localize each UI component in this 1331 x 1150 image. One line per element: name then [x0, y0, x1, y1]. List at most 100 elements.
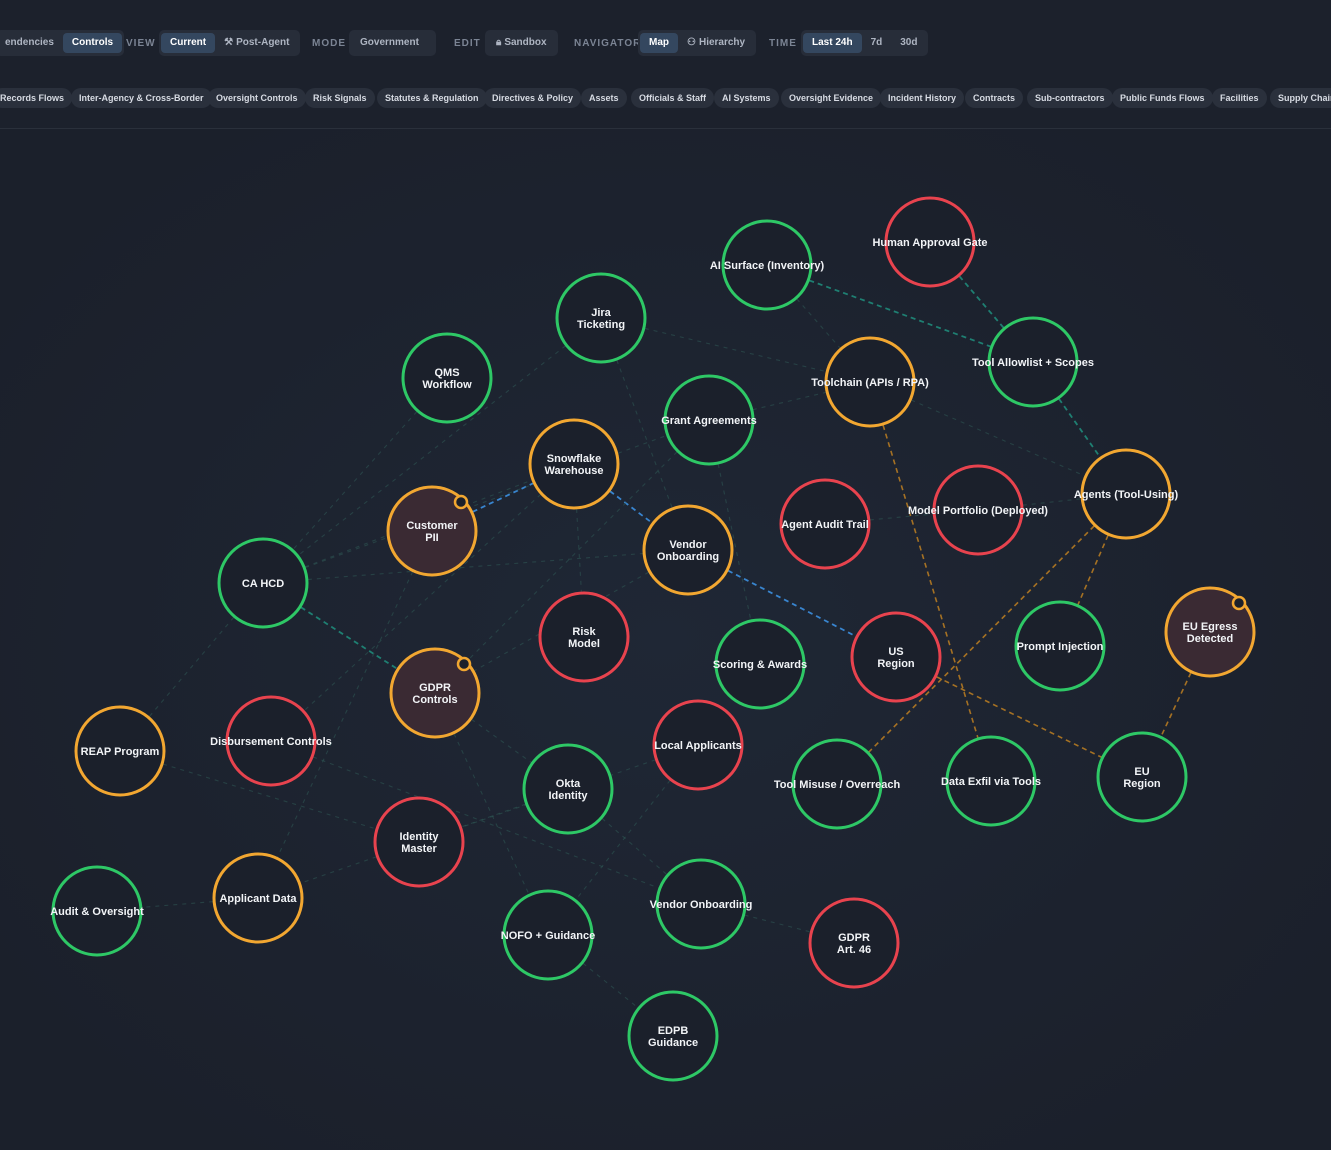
map-background [0, 129, 1331, 1150]
node-label: AI Surface (Inventory) [710, 260, 825, 272]
node-label: Region [1123, 778, 1161, 790]
edit-sandbox-button[interactable]: 🔒︎ Sandbox [485, 30, 558, 56]
view-label: VIEW [126, 37, 156, 49]
navigator-map-button[interactable]: Map [640, 33, 678, 53]
node-scoring[interactable]: Scoring & Awards [713, 618, 807, 710]
category-filter-bar: Records Flows Inter-Agency & Cross-Borde… [0, 84, 1331, 129]
chip-risk-signals[interactable]: Risk Signals [305, 88, 375, 108]
navigator-toggle[interactable]: Map ⚇ Hierarchy [638, 30, 757, 56]
edit-label: EDIT [454, 37, 481, 49]
edge-qms-ca-hcd [262, 377, 448, 584]
node-agent-audit[interactable]: Agent Audit Trail [779, 478, 871, 570]
chip-incident-history[interactable]: Incident History [880, 88, 965, 108]
dependencies-controls-toggle[interactable]: endencies Controls [0, 30, 125, 56]
chip-directives[interactable]: Directives & Policy [484, 88, 582, 108]
time-range-toggle[interactable]: Last 24h 7d 30d [801, 30, 929, 56]
node-disbursement[interactable]: Disbursement Controls [210, 695, 332, 787]
node-circle [850, 611, 942, 703]
node-circle [779, 478, 871, 570]
node-data-exfil[interactable]: Data Exfil via Tools [941, 735, 1041, 827]
node-circle [642, 504, 734, 596]
chip-public-funds[interactable]: Public Funds Flows [1112, 88, 1213, 108]
view-toggle[interactable]: Current ⚒ Post-Agent [159, 30, 301, 56]
chip-contracts[interactable]: Contracts [965, 88, 1024, 108]
node-circle [824, 336, 916, 428]
alert-indicator-icon [1231, 595, 1247, 611]
mode-select[interactable]: Government [349, 30, 436, 56]
node-vendor-onboarding-2[interactable]: Vendor Onboarding [650, 858, 753, 950]
chip-inter-agency[interactable]: Inter-Agency & Cross-Border [71, 88, 212, 108]
node-circle [1080, 448, 1172, 540]
node-circle [225, 695, 317, 787]
navigator-hierarchy-button[interactable]: ⚇ Hierarchy [678, 33, 754, 53]
time-30d-button[interactable]: 30d [900, 37, 918, 48]
chip-supply-chain[interactable]: Supply Chain [1270, 88, 1331, 108]
chip-officials[interactable]: Officials & Staff [631, 88, 715, 108]
view-post-agent-button[interactable]: ⚒ Post-Agent [215, 33, 298, 53]
node-label: Detected [1187, 633, 1233, 645]
node-tool-misuse[interactable]: Tool Misuse / Overreach [774, 738, 901, 830]
chip-facilities[interactable]: Facilities [1212, 88, 1267, 108]
node-grant-agreements[interactable]: Grant Agreements [661, 374, 757, 466]
chip-ai-systems[interactable]: AI Systems [714, 88, 779, 108]
time-7d-button[interactable]: 7d [870, 37, 883, 48]
node-label: Art. 46 [837, 944, 871, 956]
chip-records-flows[interactable]: Records Flows [0, 88, 73, 108]
node-label: CA HCD [242, 578, 284, 590]
node-audit-oversight[interactable]: Audit & Oversight [50, 865, 144, 957]
alert-indicator-icon [453, 494, 469, 510]
view-current-button[interactable]: Current [161, 33, 216, 53]
node-tool-allowlist[interactable]: Tool Allowlist + Scopes [972, 316, 1094, 408]
chip-oversight-controls[interactable]: Oversight Controls [208, 88, 306, 108]
chip-sub-contractors[interactable]: Sub-contractors [1027, 88, 1113, 108]
node-ca-hcd[interactable]: CA HCD [217, 537, 309, 629]
node-label: REAP Program [81, 746, 160, 758]
node-label: Tool Misuse / Overreach [774, 779, 901, 791]
chip-assets[interactable]: Assets [581, 88, 627, 108]
node-human-approval[interactable]: Human Approval Gate [872, 196, 988, 288]
node-nofo[interactable]: NOFO + Guidance [501, 889, 595, 981]
chip-oversight-evidence[interactable]: Oversight Evidence [781, 88, 882, 108]
node-circle [528, 418, 620, 510]
node-circle [945, 735, 1037, 827]
time-24h-button[interactable]: Last 24h [803, 33, 862, 53]
edge-jira-toolchain [600, 317, 871, 383]
node-agents[interactable]: Agents (Tool-Using) [1074, 448, 1179, 540]
hierarchy-icon: ⚇ [687, 37, 696, 48]
node-label: GDPR [419, 682, 451, 694]
chip-statutes[interactable]: Statutes & Regulation [377, 88, 487, 108]
edge-us-region-eu-region [895, 656, 1143, 778]
node-circle [1096, 731, 1188, 823]
dependencies-button[interactable]: endencies [5, 37, 54, 48]
node-ai-surface[interactable]: AI Surface (Inventory) [710, 219, 825, 311]
node-label: Vendor Onboarding [650, 899, 753, 911]
node-model-portfolio[interactable]: Model Portfolio (Deployed) [908, 464, 1048, 556]
node-applicant-data[interactable]: Applicant Data [212, 852, 304, 944]
node-label: Local Applicants [654, 740, 742, 752]
node-label: Customer [406, 520, 458, 532]
node-circle [655, 858, 747, 950]
node-local-applicants[interactable]: Local Applicants [652, 699, 744, 791]
node-toolchain[interactable]: Toolchain (APIs / RPA) [811, 336, 929, 428]
edge-toolchain-agents [869, 381, 1127, 495]
node-reap[interactable]: REAP Program [74, 705, 166, 797]
controls-button[interactable]: Controls [62, 33, 123, 53]
node-label: Vendor [669, 539, 707, 551]
node-prompt-injection[interactable]: Prompt Injection [1014, 600, 1106, 692]
node-label: PII [425, 532, 438, 544]
